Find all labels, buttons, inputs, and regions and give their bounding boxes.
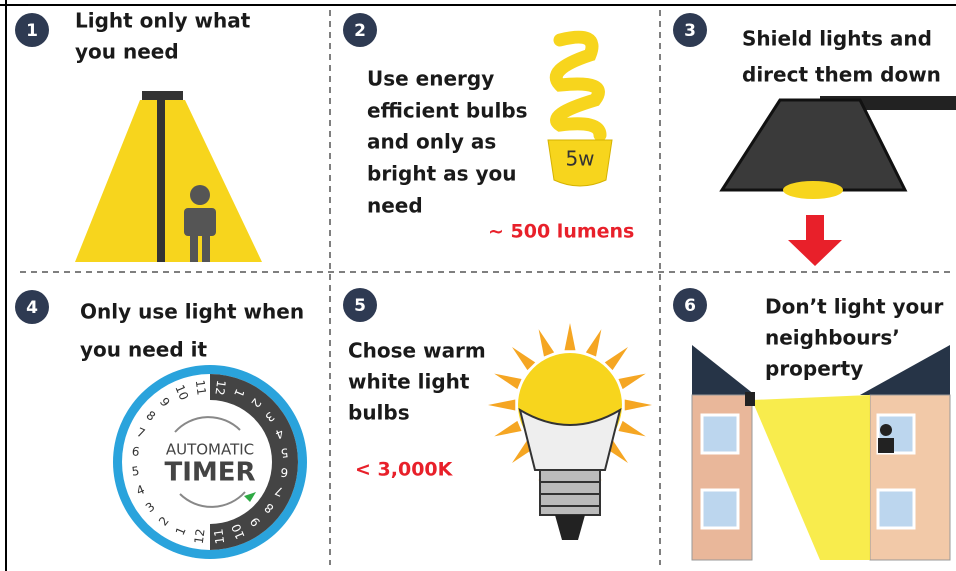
ray [494, 421, 521, 437]
step-number: 3 [684, 21, 696, 41]
ray [565, 323, 576, 350]
step-text: property [765, 357, 863, 381]
ray [586, 329, 602, 356]
ray [605, 347, 628, 370]
ray [625, 400, 652, 411]
ray [488, 400, 515, 411]
step-text: Chose warm [348, 339, 486, 363]
step-text: direct them down [742, 63, 941, 87]
step-text: bulbs [348, 401, 410, 425]
step-text: Don’t light your [765, 295, 944, 319]
warm-bulb [488, 323, 652, 540]
step-text: need [367, 194, 423, 218]
ray [618, 374, 645, 390]
ray [512, 347, 535, 370]
step-text: Light only what [75, 9, 251, 33]
dial-number: 11 [211, 528, 227, 545]
step-text: Use energy [367, 67, 494, 91]
step-number: 6 [684, 296, 696, 316]
dial-number: 12 [192, 528, 208, 545]
note: ~ 500 lumens [488, 221, 634, 243]
timer-label: AUTOMATIC [166, 441, 254, 459]
step-text: neighbours’ [765, 326, 900, 350]
timer-label: TIMER [164, 458, 255, 488]
light-beam [75, 100, 262, 262]
lamp-head [142, 91, 183, 100]
ray [539, 329, 555, 356]
infographic: AUTOMATIC TIMER 121234567891011121234567… [0, 0, 956, 571]
step-text: efficient bulbs [367, 99, 528, 123]
step-text: and only as [367, 130, 496, 154]
step-text: bright as you [367, 162, 517, 186]
step-text: Shield lights and [742, 27, 932, 51]
dial-number: 11 [193, 379, 209, 396]
step-text: white light [348, 370, 470, 394]
shielded-lamp [722, 96, 956, 266]
note: < 3,000K [355, 459, 454, 481]
dial-number: 12 [212, 379, 228, 396]
panel-1 [75, 91, 262, 262]
step-number: 4 [26, 298, 38, 318]
step-text: Only use light when [80, 300, 304, 324]
ray [618, 421, 645, 437]
step-number: 1 [26, 21, 38, 41]
step-number: 5 [354, 296, 366, 316]
bulb-label: 5w [565, 147, 594, 171]
step-number: 2 [354, 21, 366, 41]
pole [157, 100, 165, 262]
step-text: you need it [80, 338, 207, 362]
step-text: you need [75, 40, 179, 64]
ray [494, 374, 521, 390]
